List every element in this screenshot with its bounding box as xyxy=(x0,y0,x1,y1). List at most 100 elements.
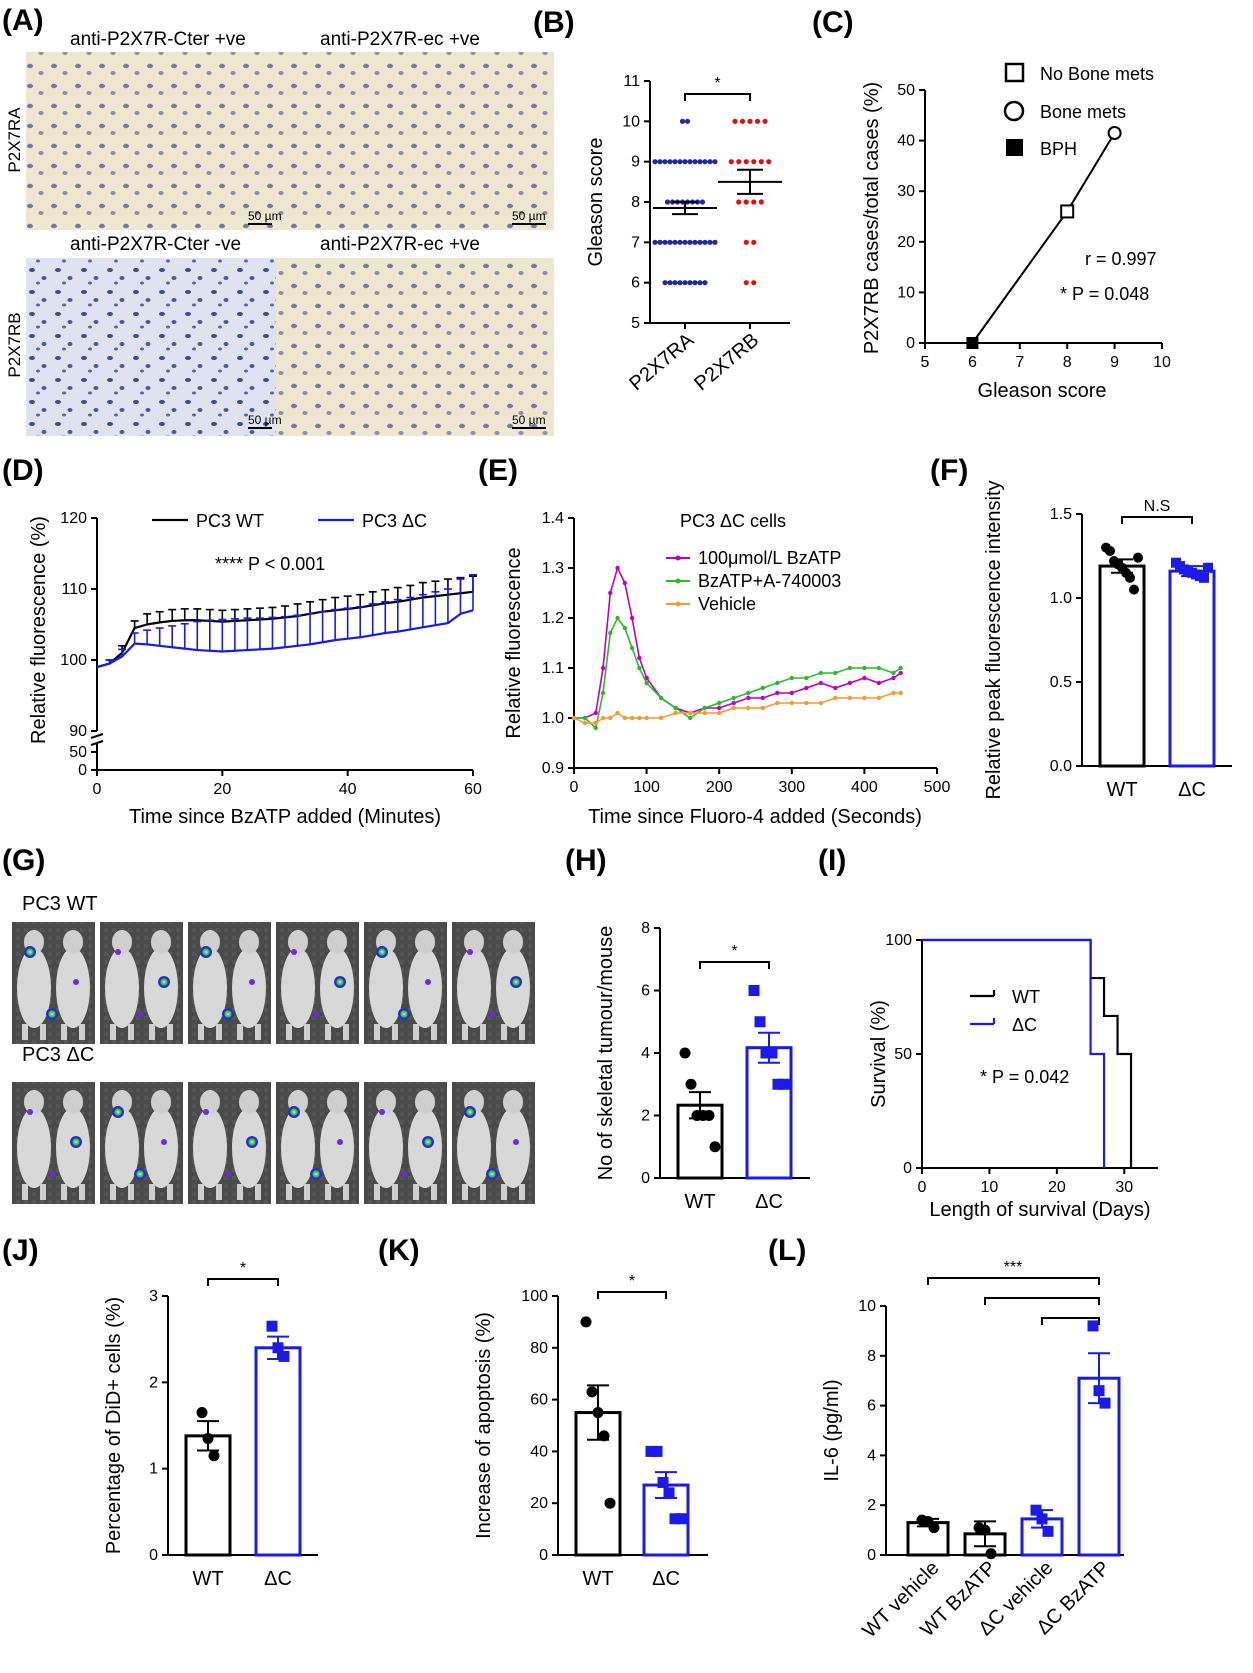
bioluminescence-signal xyxy=(338,980,342,984)
mouse-leg xyxy=(79,1024,85,1040)
data-point xyxy=(731,705,736,711)
data-point xyxy=(196,1407,208,1419)
data-point xyxy=(754,1016,766,1028)
mouse-body xyxy=(232,1108,266,1188)
data-point xyxy=(663,1487,675,1499)
bioluminescence-signal xyxy=(467,949,473,955)
data-point xyxy=(608,715,613,721)
y-tick-label: 2 xyxy=(867,1497,876,1514)
data-point xyxy=(707,159,713,165)
series-line xyxy=(574,565,902,719)
series-line xyxy=(96,609,474,669)
data-point xyxy=(679,1047,691,1059)
significance-bracket xyxy=(699,961,770,969)
data-point xyxy=(847,665,853,671)
data-point xyxy=(751,239,757,245)
data-point xyxy=(662,239,668,245)
data-point xyxy=(898,670,903,676)
data-point xyxy=(657,239,663,245)
mouse-leg xyxy=(237,1024,243,1040)
data-point xyxy=(692,159,698,165)
data-point xyxy=(652,159,658,165)
bioluminescence-signal xyxy=(203,1109,209,1115)
bioluminescence-signal xyxy=(50,1012,54,1016)
data-point xyxy=(1042,1525,1054,1537)
data-point xyxy=(669,1513,681,1525)
y-tick-label: 0 xyxy=(539,1547,548,1564)
mouse-body xyxy=(144,1108,178,1188)
axis-break-mark xyxy=(90,740,104,746)
data-point xyxy=(751,199,757,205)
mouse-head xyxy=(112,930,132,954)
legend-marker xyxy=(675,601,681,607)
y-tick-label: 0.5 xyxy=(1050,674,1072,691)
scale-bar-label-2: 50 µm xyxy=(512,209,546,223)
data-point xyxy=(687,159,693,165)
data-point xyxy=(687,710,693,716)
y-axis-label: Increase of apoptosis (%) xyxy=(473,1312,495,1539)
data-point xyxy=(658,695,664,701)
data-point xyxy=(682,280,688,286)
y-axis-label: Relative fluorescence (%) xyxy=(28,516,50,744)
y-tick-label: 0 xyxy=(867,1547,876,1564)
data-point xyxy=(675,1513,687,1525)
y-tick-label: 10 xyxy=(897,284,915,301)
micrograph-label-1: anti-P2X7R-Cter +ve xyxy=(70,29,246,50)
significance-label: * xyxy=(714,75,720,92)
data-point xyxy=(709,1141,721,1153)
data-point xyxy=(673,710,678,716)
data-point xyxy=(662,280,668,286)
panel-E: (E) 0.9 1.0 1.1 1.2 1.3 1.4 0 100 200 300 400 500 Rel… xyxy=(478,454,950,828)
data-point xyxy=(743,239,749,245)
mouse-body xyxy=(496,948,530,1028)
data-point xyxy=(272,1342,284,1354)
mouse-leg xyxy=(61,1184,67,1200)
data-point xyxy=(1030,1504,1042,1516)
data-point xyxy=(615,615,620,621)
significance-label: N.S xyxy=(1144,498,1171,515)
data-point xyxy=(571,715,577,721)
y-tick-label: 10 xyxy=(622,113,640,130)
x-tick-label: 400 xyxy=(851,779,878,796)
panel-tag-D: (D) xyxy=(2,454,44,487)
y-tick-label: 40 xyxy=(530,1443,548,1460)
data-point xyxy=(804,700,809,706)
panel-tag-B: (B) xyxy=(533,6,575,39)
y-axis-label: No of skeletal tumour/mouse xyxy=(595,926,617,1181)
x-tick-label: 500 xyxy=(924,779,951,796)
mouse-leg xyxy=(519,1184,525,1200)
mouse-leg xyxy=(149,1024,155,1040)
mouse-head xyxy=(151,1090,171,1114)
data-point xyxy=(202,1432,214,1444)
data-point xyxy=(979,1524,991,1536)
mouse-body xyxy=(457,1108,491,1188)
y-tick-label: 8 xyxy=(641,920,650,937)
data-point xyxy=(775,700,780,706)
y-tick-label: 1.1 xyxy=(542,660,564,677)
y-tick-label: 0 xyxy=(149,1547,158,1564)
x-tick-label: P2X7RA xyxy=(625,329,698,396)
data-point xyxy=(898,690,903,696)
mouse-leg xyxy=(413,1184,419,1200)
y-tick-label: 50 xyxy=(69,744,87,761)
legend-label: PC3 ΔC xyxy=(362,511,427,531)
mouse-leg xyxy=(519,1024,525,1040)
micrograph-label-3: anti-P2X7R-Cter -ve xyxy=(70,234,241,255)
data-point xyxy=(707,239,713,245)
y-tick-label: 6 xyxy=(867,1398,876,1415)
y-axis-label: P2X7RB cases/total cases (%) xyxy=(861,82,883,354)
bioluminescence-signal xyxy=(468,1110,472,1114)
significance-bracket xyxy=(984,1297,1100,1305)
panel-tag-C: (C) xyxy=(812,6,854,39)
y-tick-label: 8 xyxy=(867,1348,876,1365)
bioluminescence-signal xyxy=(161,1139,167,1145)
mouse-leg xyxy=(22,1024,28,1040)
legend-marker xyxy=(1003,100,1025,122)
y-tick-label: 30 xyxy=(897,183,915,200)
data-point xyxy=(699,199,706,205)
y-tick-label: 50 xyxy=(897,82,915,99)
data-point xyxy=(582,715,588,721)
mouse-leg xyxy=(413,1024,419,1040)
mouse-head xyxy=(415,1090,435,1114)
